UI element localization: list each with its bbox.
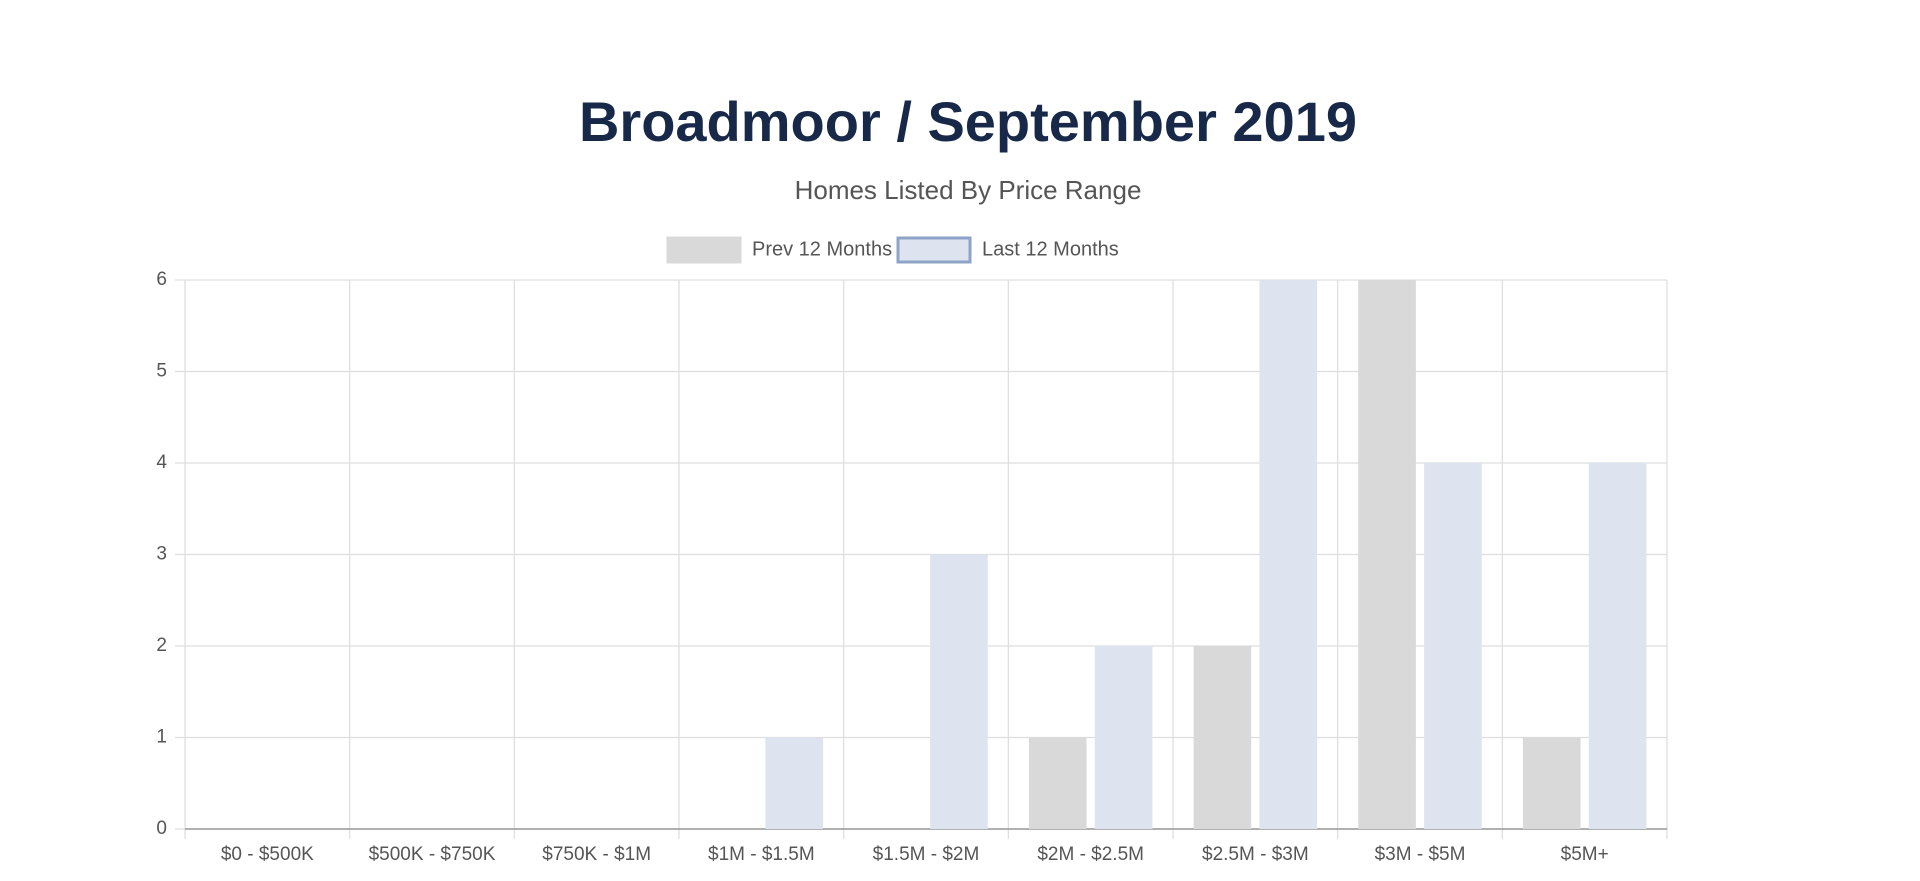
bar: [1424, 463, 1482, 829]
legend-label: Last 12 Months: [982, 238, 1119, 260]
legend-swatch: [666, 236, 742, 264]
x-tick-label: $750K - $1M: [542, 844, 651, 865]
y-tick-label: 1: [156, 727, 167, 748]
y-tick-label: 2: [156, 635, 167, 656]
x-tick-label: $3M - $5M: [1375, 844, 1466, 865]
y-tick-label: 5: [156, 361, 167, 382]
x-tick-label: $1M - $1.5M: [708, 844, 815, 865]
chart-subtitle: Homes Listed By Price Range: [795, 175, 1142, 205]
bar: [1259, 280, 1318, 829]
bar: [1588, 463, 1647, 829]
x-tick-label: $0 - $500K: [221, 844, 314, 865]
bar: [930, 554, 988, 829]
bar: [1094, 646, 1153, 829]
x-tick-label: $2.5M - $3M: [1202, 844, 1309, 865]
legend-label: Prev 12 Months: [752, 238, 892, 260]
x-tick-label: $2M - $2.5M: [1037, 844, 1144, 865]
bar: [1522, 737, 1581, 829]
y-tick-label: 4: [156, 452, 167, 473]
chart-title: Broadmoor / September 2019: [579, 90, 1357, 153]
legend-swatch: [896, 236, 972, 264]
y-tick-label: 6: [156, 269, 167, 290]
y-tick-label: 0: [156, 818, 167, 839]
x-tick-label: $500K - $750K: [369, 844, 496, 865]
bar: [1358, 280, 1416, 829]
bar: [1028, 737, 1087, 829]
bar: [1193, 646, 1252, 829]
x-tick-label: $1.5M - $2M: [873, 844, 980, 865]
y-tick-label: 3: [156, 544, 167, 565]
x-tick-label: $5M+: [1561, 844, 1609, 865]
bar: [765, 737, 824, 829]
